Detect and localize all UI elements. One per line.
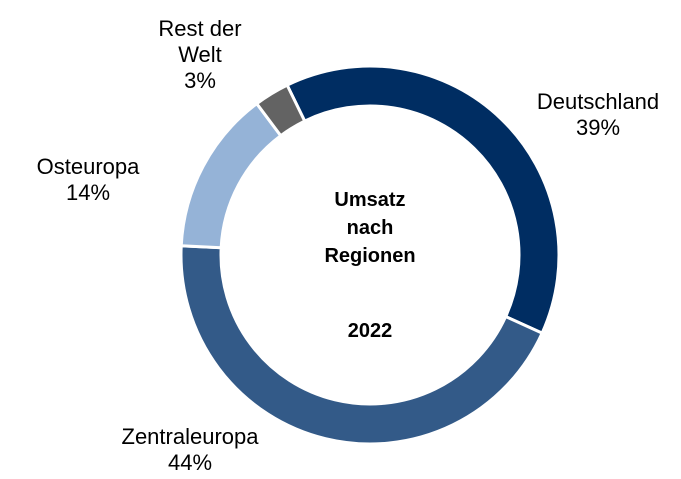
value-label: 3%	[184, 68, 216, 93]
segment-label: Osteuropa 14%	[37, 154, 140, 206]
value-label: 44%	[167, 450, 213, 475]
segment-label: Deutschland 39%	[537, 89, 659, 141]
category-label: Osteuropa	[36, 154, 140, 179]
donut-segment	[285, 64, 561, 336]
donut-segment	[254, 83, 307, 138]
category-label: Deutschland	[536, 89, 660, 114]
donut-segment	[179, 101, 283, 250]
category-label: Rest der Welt	[158, 16, 242, 67]
segment-label: Rest der Welt 3%	[145, 16, 255, 94]
value-label: 14%	[65, 180, 111, 205]
donut-segment	[179, 244, 545, 446]
value-label: 39%	[575, 115, 621, 140]
chart-title: Umsatz nach Regionen	[324, 189, 416, 267]
chart-subtitle: 2022	[347, 320, 393, 342]
segment-label: Zentraleuropa 44%	[122, 424, 259, 476]
category-label: Zentraleuropa	[121, 424, 259, 449]
